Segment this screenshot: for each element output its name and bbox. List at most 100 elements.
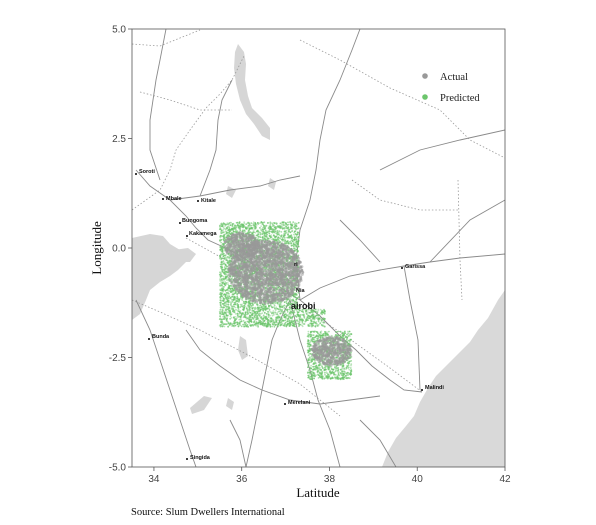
predicted-point: [292, 302, 295, 305]
predicted-point: [288, 323, 291, 326]
lake-manyara: [226, 398, 234, 410]
predicted-point: [223, 262, 226, 265]
predicted-point: [256, 306, 259, 309]
predicted-point: [218, 324, 221, 327]
predicted-point: [276, 222, 278, 225]
predicted-point: [262, 315, 265, 317]
predicted-point: [296, 301, 298, 303]
predicted-point: [220, 254, 223, 257]
predicted-point: [229, 313, 232, 316]
predicted-point: [234, 324, 237, 327]
predicted-point: [233, 311, 236, 314]
predicted-point: [232, 229, 234, 231]
predicted-point: [322, 321, 325, 324]
predicted-point: [243, 306, 246, 309]
predicted-point: [310, 309, 313, 311]
predicted-point: [256, 304, 259, 306]
predicted-point: [240, 320, 243, 322]
predicted-point: [225, 314, 228, 317]
predicted-point: [275, 238, 278, 241]
predicted-point: [272, 313, 275, 316]
predicted-point: [285, 225, 287, 228]
predicted-point: [221, 284, 224, 286]
predicted-point: [297, 308, 300, 311]
predicted-point: [230, 284, 233, 287]
predicted-point: [268, 309, 271, 311]
predicted-point: [286, 311, 289, 313]
predicted-point: [220, 279, 223, 282]
predicted-point: [279, 319, 281, 322]
predicted-point: [219, 283, 221, 285]
predicted-point: [246, 309, 249, 312]
predicted-point: [219, 325, 222, 328]
predicted-point: [257, 317, 259, 319]
predicted-point: [242, 302, 245, 305]
predicted-point: [239, 318, 242, 321]
lake-eyasi: [190, 396, 212, 414]
predicted-point: [233, 289, 235, 292]
predicted-point: [221, 224, 224, 227]
predicted-point: [264, 315, 266, 318]
predicted-point: [254, 308, 256, 310]
predicted-point: [252, 222, 255, 225]
predicted-point: [280, 223, 283, 226]
predicted-point: [258, 306, 261, 309]
predicted-point: [227, 325, 230, 328]
predicted-point: [234, 319, 236, 322]
predicted-point: [220, 229, 223, 232]
predicted-point: [226, 301, 228, 303]
predicted-point: [254, 302, 256, 304]
predicted-point: [275, 316, 277, 319]
predicted-point: [293, 325, 295, 327]
predicted-point: [219, 275, 222, 278]
predicted-point: [296, 319, 299, 322]
predicted-point: [287, 322, 289, 325]
predicted-point: [296, 227, 299, 230]
predicted-point: [288, 306, 291, 309]
predicted-point: [236, 300, 239, 303]
predicted-point: [344, 330, 346, 333]
predicted-point: [257, 235, 260, 238]
predicted-point: [220, 230, 223, 232]
predicted-point: [289, 300, 291, 303]
predicted-point: [303, 315, 305, 318]
predicted-point: [227, 303, 230, 306]
predicted-point: [287, 302, 290, 304]
predicted-point: [269, 311, 272, 313]
predicted-point: [289, 240, 291, 243]
predicted-point: [316, 373, 319, 376]
predicted-point: [222, 294, 225, 297]
predicted-point: [268, 228, 271, 231]
predicted-point: [241, 305, 244, 308]
predicted-point: [221, 309, 224, 312]
predicted-point: [225, 323, 228, 326]
lake-turkana: [234, 44, 270, 140]
predicted-point: [223, 283, 226, 285]
predicted-point: [245, 307, 248, 309]
predicted-point: [247, 221, 250, 224]
predicted-point: [339, 330, 342, 333]
predicted-point: [225, 303, 228, 306]
predicted-point: [224, 289, 227, 292]
predicted-point: [290, 227, 293, 230]
predicted-point: [228, 253, 230, 256]
predicted-point: [275, 221, 277, 224]
predicted-point: [231, 277, 234, 279]
predicted-point: [252, 221, 255, 224]
predicted-point: [295, 228, 297, 231]
predicted-point: [295, 234, 298, 237]
predicted-point: [290, 244, 293, 247]
predicted-point: [311, 377, 314, 379]
predicted-point: [221, 311, 224, 314]
predicted-point: [274, 311, 276, 314]
predicted-point: [251, 310, 254, 312]
predicted-point: [297, 221, 300, 224]
predicted-point: [282, 221, 284, 224]
predicted-point: [233, 311, 236, 314]
predicted-point: [275, 228, 277, 230]
predicted-point: [291, 308, 293, 311]
predicted-point: [291, 324, 294, 327]
predicted-point: [224, 301, 227, 304]
predicted-point: [243, 302, 246, 304]
predicted-point: [224, 312, 227, 315]
